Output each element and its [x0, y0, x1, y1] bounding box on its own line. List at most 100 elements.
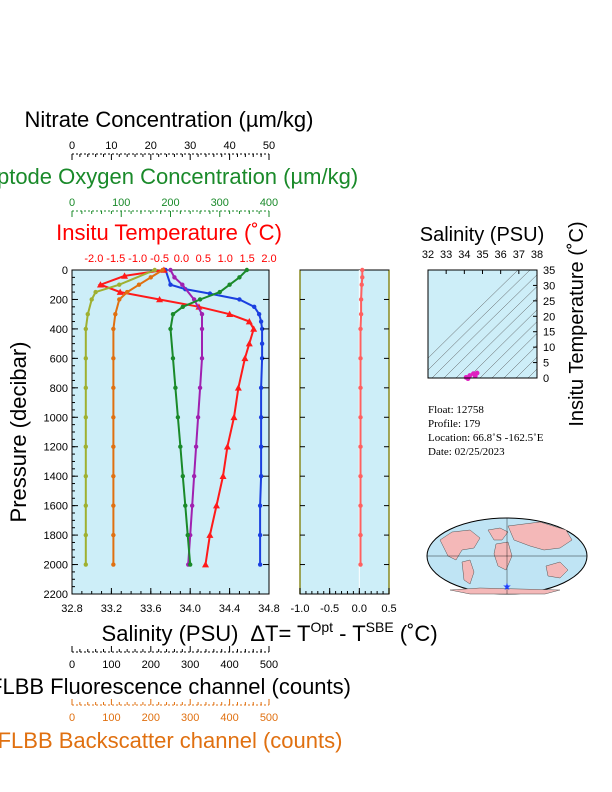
delta-t-tick-label: 0.5 [381, 603, 396, 615]
temperature-tick-label: 0.0 [174, 253, 189, 265]
data-point [136, 282, 142, 287]
data-point [180, 473, 186, 479]
data-point [111, 326, 116, 332]
data-point [199, 311, 205, 317]
data-point [230, 413, 238, 421]
ts-y-tick-label: 0 [543, 373, 549, 385]
delta-t-axis: -1.0 -0.5 0.0 0.5 [291, 269, 397, 615]
ts-x-tick-label: 32 [422, 249, 434, 261]
data-point [188, 562, 193, 567]
density-contour [503, 344, 537, 378]
fluorescence-axis: 0 100 200 300 400 500 [69, 646, 278, 671]
data-point [358, 532, 363, 538]
data-point [360, 275, 365, 280]
fluorescence-axis-tick-label: 100 [102, 659, 120, 671]
data-point [259, 326, 265, 332]
data-point [180, 282, 185, 287]
data-point [358, 503, 363, 508]
data-point [172, 275, 177, 280]
pressure-tick-label: 1400 [44, 471, 68, 483]
series-line-3 [169, 269, 248, 565]
pressure-tick-label: 1000 [44, 412, 68, 424]
oxygen-axis-tick-label: 0 [69, 197, 75, 209]
data-point [258, 319, 264, 324]
data-point [219, 472, 227, 479]
oxygen-axis-title: Optode Oxygen Concentration (µm/kg) [0, 164, 358, 189]
data-point [83, 532, 88, 538]
data-point [83, 473, 88, 479]
fluorescence-axis-tick-label: 400 [220, 659, 238, 671]
data-point [83, 503, 88, 508]
delta-t-series [358, 267, 365, 567]
float-number: Float: 12758 [428, 404, 484, 416]
data-point [241, 354, 249, 362]
pressure-tick-label: 0 [62, 265, 68, 277]
data-point [168, 267, 173, 273]
data-point [257, 532, 263, 538]
ts-salinity-axis-title: Salinity (PSU) [420, 224, 544, 246]
ts-series [463, 370, 480, 382]
data-point [111, 473, 116, 479]
data-point [111, 356, 116, 361]
temperature-tick-label: -1.5 [106, 253, 125, 265]
data-point [124, 289, 130, 295]
data-point [170, 311, 176, 317]
pressure-tick-label: 800 [50, 383, 68, 395]
data-point [358, 385, 363, 391]
series-line-0 [164, 269, 264, 565]
profile-number: Profile: 179 [428, 418, 481, 430]
backscatter-axis-tick-label: 100 [102, 712, 120, 724]
data-point [195, 415, 201, 420]
density-contour [479, 321, 537, 378]
ts-x-tick-label: 37 [513, 249, 525, 261]
data-point [93, 289, 98, 295]
data-point [83, 562, 88, 567]
pressure-axis-title: Pressure (decibar) [6, 342, 31, 523]
oxygen-axis-tick-label: 400 [260, 197, 278, 209]
density-contour [467, 309, 537, 378]
temperature-tick-label: 1.0 [218, 253, 233, 265]
data-point [258, 385, 264, 391]
ts-plot-area [427, 269, 538, 379]
series-line-1 [97, 269, 255, 565]
density-contour [431, 274, 537, 378]
temperature-tick-label: 1.5 [239, 253, 254, 265]
ts-x-tick-label: 38 [531, 249, 543, 261]
backscatter-axis-tick-label: 0 [69, 712, 75, 724]
delta-t-axis-title: ΔT= TOpt - TSBE (˚C) [250, 619, 437, 646]
data-point [185, 532, 190, 538]
data-point [244, 267, 250, 273]
data-point [197, 297, 203, 302]
temperature-tick-label: -0.5 [150, 253, 169, 265]
data-point [152, 267, 157, 273]
data-point [148, 275, 153, 280]
ts-y-tick-label: 25 [543, 296, 555, 308]
map-graticule [427, 518, 587, 594]
float-info: Float: 12758 Profile: 179 Location: 66.8… [428, 404, 544, 458]
data-point [227, 282, 232, 287]
nitrate-axis-tick-label: 40 [223, 140, 235, 152]
data-point [111, 562, 116, 567]
data-point [360, 267, 365, 273]
fluorescence-axis-tick-label: 0 [69, 659, 75, 671]
data-point [358, 415, 363, 420]
data-point [258, 473, 264, 479]
data-point [358, 562, 363, 567]
ts-y-tick-label: 35 [543, 265, 555, 277]
data-point [156, 295, 164, 303]
density-contour [428, 270, 531, 371]
ts-x-tick-label: 33 [440, 249, 452, 261]
nitrate-axis-tick-label: 50 [263, 140, 275, 152]
pressure-tick-label: 2200 [44, 589, 68, 601]
salinity-tick-label: 33.2 [101, 603, 122, 615]
data-point [258, 415, 264, 420]
location-map: ★ [426, 517, 588, 595]
pressure-tick-label: 1200 [44, 442, 68, 454]
nitrate-axis-tick-label: 20 [145, 140, 157, 152]
data-point [116, 288, 124, 295]
data-point [202, 561, 210, 568]
ts-y-tick-label: 10 [543, 342, 555, 354]
pressure-tick-label: 200 [50, 294, 68, 306]
data-point [217, 289, 222, 295]
data-point [111, 532, 116, 538]
